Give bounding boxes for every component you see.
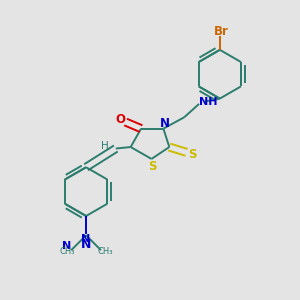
Text: N: N: [81, 238, 91, 251]
Text: CH₃: CH₃: [59, 247, 74, 256]
Text: NH: NH: [199, 98, 217, 107]
Text: S: S: [148, 160, 156, 173]
Text: Br: Br: [214, 25, 229, 38]
Text: N: N: [82, 234, 91, 244]
Text: S: S: [188, 148, 196, 161]
Text: O: O: [116, 112, 126, 126]
Text: H: H: [101, 140, 108, 151]
Text: N: N: [160, 117, 170, 130]
Text: CH₃: CH₃: [98, 247, 113, 256]
Text: N: N: [62, 241, 71, 251]
